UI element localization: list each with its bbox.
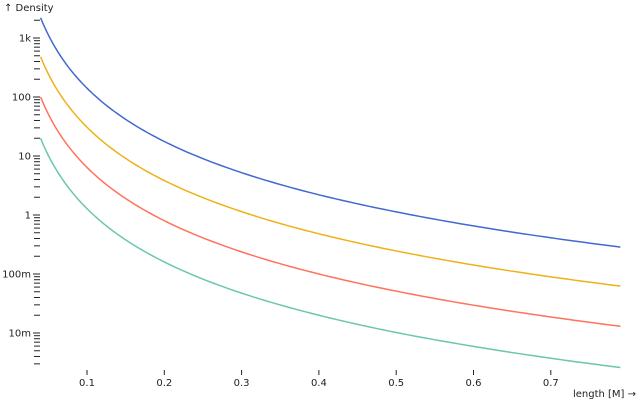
series-line-2: [39, 96, 621, 328]
x-axis-label: length [M] →: [573, 389, 636, 400]
x-tick-label: 0.5: [388, 378, 404, 389]
x-axis: 0.1 0.2 0.3 0.4 0.5 0.6 0.7: [79, 370, 559, 389]
y-tick-label: 1: [25, 211, 31, 222]
y-axis: 1k 100 10 1 100m 10m: [2, 19, 40, 365]
y-tick-label: 100: [12, 93, 31, 104]
x-tick-label: 0.2: [156, 378, 172, 389]
x-tick-label: 0.6: [466, 378, 482, 389]
series-line-0: [39, 17, 621, 248]
x-tick-label: 0.4: [311, 378, 327, 389]
x-tick-label: 0.7: [543, 378, 559, 389]
y-tick-label: 10: [18, 152, 31, 163]
series-lines: [39, 17, 621, 369]
y-axis-label: ↑ Density: [4, 3, 54, 14]
series-line-3: [39, 137, 621, 369]
y-tick-label: 10m: [9, 329, 31, 340]
series-line-1: [39, 56, 621, 287]
x-tick-label: 0.3: [234, 378, 250, 389]
x-tick-label: 0.1: [79, 378, 95, 389]
y-tick-label: 1k: [19, 34, 31, 45]
y-tick-label: 100m: [2, 270, 31, 281]
